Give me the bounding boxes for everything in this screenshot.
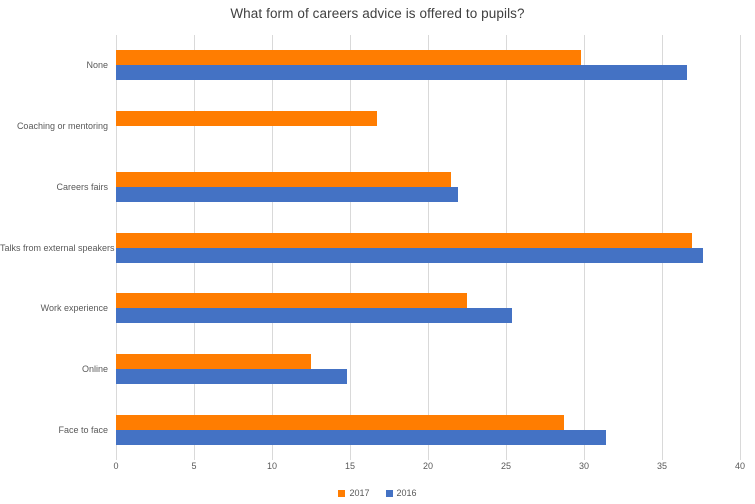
x-tick-label: 40: [734, 461, 746, 471]
bar-2016-online: [116, 368, 347, 384]
bar-2017-none: [116, 50, 581, 66]
x-tick-label: 5: [191, 461, 197, 471]
category-label: None: [86, 60, 108, 71]
bar-2017-face-to-face: [116, 414, 564, 430]
bar-2017-talks-from-external-speakers: [116, 232, 692, 248]
bar-2016-talks-from-external-speakers: [116, 247, 703, 263]
bar-2017-coaching-or-mentoring: [116, 111, 377, 127]
bar-2017-work-experience: [116, 293, 467, 309]
bar-2016-work-experience: [116, 308, 513, 324]
x-tick-label: 15: [344, 461, 356, 471]
category-label: Work experience: [40, 303, 108, 314]
legend: 2017 2016: [0, 488, 755, 498]
x-tick-label: 25: [500, 461, 512, 471]
chart-title: What form of careers advice is offered t…: [230, 6, 525, 21]
legend-label: 2016: [396, 488, 417, 498]
legend-swatch-icon: [385, 489, 393, 497]
category-axis: None Coaching or mentoring Careers fairs Ta…: [0, 35, 115, 460]
bar-2017-careers-fairs: [116, 171, 452, 187]
x-tick-label: 0: [113, 461, 119, 471]
value-axis: 0 5 10 15 20 25 30 35 40: [113, 461, 745, 475]
x-tick-label: 20: [422, 461, 434, 471]
plot-area: [116, 35, 741, 460]
bar-2016-none: [116, 65, 687, 81]
bar-2017-online: [116, 353, 311, 369]
bar-2016-careers-fairs: [116, 186, 458, 202]
x-tick-label: 35: [656, 461, 668, 471]
category-label: Talks from external speakers: [0, 242, 115, 253]
bar-2016-face-to-face: [116, 429, 606, 445]
category-label: Careers fairs: [56, 181, 108, 192]
legend-label: 2017: [349, 488, 370, 498]
legend-swatch-icon: [338, 489, 346, 497]
legend-item-2017: 2017: [338, 488, 370, 498]
category-label: Coaching or mentoring: [16, 121, 108, 132]
legend-item-2016: 2016: [385, 488, 417, 498]
gridline: [740, 35, 741, 460]
x-tick-label: 10: [266, 461, 278, 471]
x-tick-label: 30: [578, 461, 590, 471]
category-label: Online: [81, 363, 108, 374]
category-label: Face to face: [58, 424, 108, 435]
